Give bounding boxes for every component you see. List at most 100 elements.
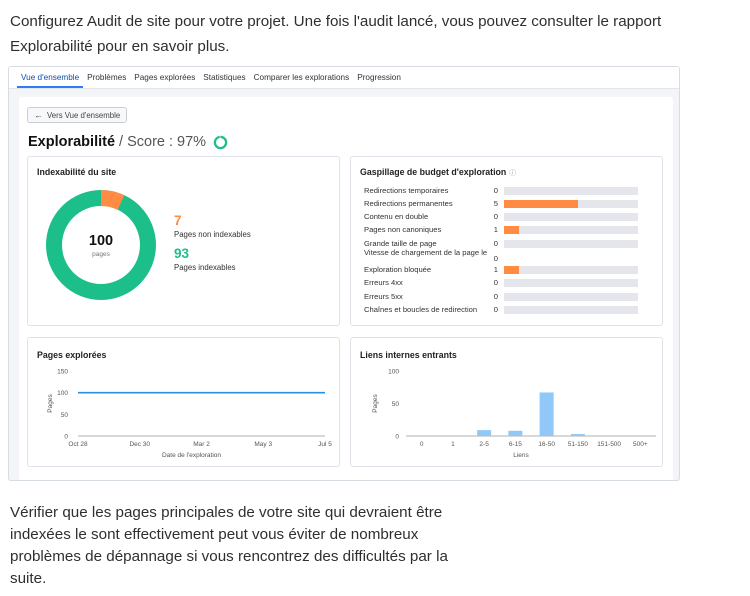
internal-links-card: Liens internes entrants 0 50 100 0 1 2-5 6-15 1… (350, 337, 663, 467)
non-indexable-legend[interactable]: 7 Pages non indexables (174, 213, 251, 239)
score-ring-icon (213, 135, 228, 149)
x-tick-label: Oct 28 (68, 441, 88, 448)
donut-non-indexable-segment[interactable] (46, 190, 156, 300)
report-panel: ← Vers Vue d'ensemble Explorabilité / Sc… (19, 97, 673, 480)
non-indexable-label: Pages non indexables (174, 230, 251, 239)
budget-row[interactable]: Erreurs 5xx 0 (364, 291, 654, 303)
pages-crawled-title: Pages explorées (37, 350, 107, 360)
budget-row-track (504, 266, 638, 274)
budget-row-track (504, 279, 638, 287)
budget-row[interactable]: Chaînes et boucles de redirection 0 (364, 304, 654, 316)
budget-row[interactable]: Erreurs 4xx 0 (364, 277, 654, 289)
pages-crawled-card: Pages explorées 0 50 100 150 Oct 28 Dec 30 Mar… (27, 337, 340, 467)
x-tick-label: 151-500 (597, 441, 621, 448)
indexable-legend[interactable]: 93 Pages indexables (174, 246, 236, 272)
outro-paragraph: Vérifier que les pages principales de vo… (10, 504, 448, 587)
x-tick-label: 51-150 (568, 441, 589, 448)
budget-row-label: Exploration bloquée (364, 265, 432, 274)
internal-links-title: Liens internes entrants (360, 350, 457, 360)
budget-row-value: 0 (493, 186, 498, 195)
budget-row-value: 5 (493, 199, 498, 208)
donut-total: 100 (88, 232, 114, 249)
x-tick-label: 500+ (633, 441, 648, 448)
y-tick-label: 0 (395, 434, 399, 441)
budget-row-value: 0 (493, 292, 498, 301)
budget-row-value: 1 (493, 225, 498, 234)
budget-row[interactable]: Contenu en double 0 (364, 211, 654, 223)
budget-row[interactable]: Exploration bloquée 1 (364, 264, 654, 276)
budget-row-label: Chaînes et boucles de redirection (364, 305, 478, 314)
tab-1[interactable]: Problèmes (87, 73, 127, 82)
budget-row-track (504, 306, 638, 314)
budget-row-label: Contenu en double (364, 212, 429, 221)
budget-row-value: 0 (493, 278, 498, 287)
bar[interactable] (539, 392, 554, 436)
y-tick-label: 100 (388, 369, 399, 376)
crawl-budget-title-text: Gaspillage de budget d'exploration (360, 167, 507, 177)
page-title-text: Explorabilité (28, 134, 116, 150)
budget-row-value: 1 (493, 265, 498, 274)
budget-row-label: Erreurs 5xx (364, 292, 403, 301)
pages-crawled-chart: 0 50 100 150 Oct 28 Dec 30 Mar 2 May 3 Jul 5 Page… (47, 369, 332, 460)
budget-row-track (504, 200, 638, 208)
x-tick-label: 6-15 (509, 441, 522, 448)
y-axis-label: Pages (372, 394, 379, 413)
budget-row-track (504, 293, 638, 301)
back-button-label: Vers Vue d'ensemble (47, 110, 121, 120)
budget-row-track (504, 226, 638, 234)
tab-4[interactable]: Comparer les explorations (253, 73, 350, 82)
budget-row-value: 0 (493, 212, 498, 221)
y-tick-label: 100 (57, 390, 68, 397)
x-tick-label: 2-5 (479, 441, 489, 448)
intro-paragraph: Configurez Audit de site pour votre proj… (10, 13, 662, 55)
internal-links-chart: 0 50 100 0 1 2-5 6-15 16-50 51-150 151-500 500+ Pag… (372, 369, 656, 459)
screenshot-frame: Vue d'ensemble Problèmes Pages explorées St… (8, 66, 680, 481)
budget-row-bar (504, 200, 579, 208)
budget-row[interactable]: Pages non canoniques 1 (364, 224, 654, 236)
budget-row-track (504, 240, 638, 248)
indexability-title: Indexabilité du site (37, 167, 117, 177)
x-tick-label: 0 (420, 441, 424, 448)
bar[interactable] (477, 430, 492, 436)
x-axis-label: Liens (513, 452, 529, 459)
budget-row-label: Pages non canoniques (364, 225, 442, 234)
y-tick-label: 50 (61, 412, 69, 419)
budget-row-bar (504, 226, 519, 234)
budget-row[interactable]: Grande taille de page 0 (364, 238, 654, 250)
budget-row-label: Grande taille de page (364, 239, 437, 248)
budget-row-value: 0 (493, 239, 498, 248)
crawl-budget-card: Gaspillage de budget d'exploration ⓘ Redi… (350, 156, 663, 326)
tab-5[interactable]: Progression (357, 73, 401, 82)
budget-row-track (504, 213, 638, 221)
budget-row-value: 0 (493, 305, 498, 314)
budget-row-value: 0 (493, 254, 498, 263)
info-icon[interactable]: ⓘ (509, 170, 517, 177)
indexability-card: Indexabilité du site 100 pages 7 Pages n… (27, 156, 340, 326)
y-tick-label: 150 (57, 369, 68, 376)
bar[interactable] (508, 430, 523, 436)
x-axis-label: Date de l'exploration (162, 452, 221, 459)
budget-row[interactable]: Redirections temporaires 0 (364, 185, 654, 197)
crawl-budget-title: Gaspillage de budget d'exploration ⓘ (360, 167, 516, 178)
budget-row-track (504, 187, 638, 195)
x-tick-label: Mar 2 (193, 441, 210, 448)
y-tick-label: 0 (64, 434, 68, 441)
budget-row[interactable]: Redirections permanentes 5 (364, 198, 654, 210)
tab-2[interactable]: Pages explorées (134, 73, 196, 82)
x-tick-label: Dec 30 (129, 441, 150, 448)
donut-center: 100 pages (43, 187, 159, 303)
tab-3[interactable]: Statistiques (203, 73, 246, 82)
indexability-donut (46, 190, 156, 300)
budget-row[interactable]: Vitesse de chargement de la page le 0 (364, 247, 654, 263)
budget-row-label: Erreurs 4xx (364, 278, 403, 287)
y-tick-label: 50 (392, 401, 400, 408)
bar[interactable] (570, 434, 585, 436)
back-to-overview-button[interactable]: ← Vers Vue d'ensemble (27, 107, 128, 123)
tab-0[interactable]: Vue d'ensemble (17, 73, 84, 88)
budget-row-label: Redirections temporaires (364, 186, 449, 195)
tab-bar: Vue d'ensemble Problèmes Pages explorées St… (9, 67, 679, 89)
budget-row-bar (504, 266, 519, 274)
score-ring-arc (213, 135, 228, 149)
y-axis-label: Pages (47, 394, 54, 413)
x-tick-label: Jul 5 (318, 441, 332, 448)
